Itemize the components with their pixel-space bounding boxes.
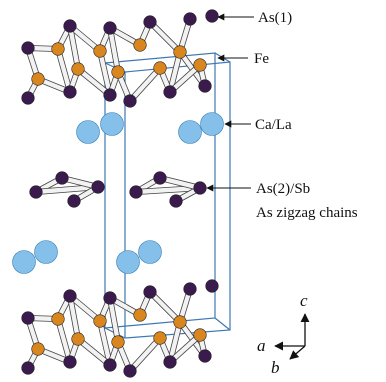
as-atom [103, 88, 117, 102]
ca-la-atoms [12, 112, 224, 274]
as-atom [205, 9, 219, 23]
label-cala-text: Ca/La [255, 117, 292, 133]
fe-atom [31, 72, 45, 86]
as-atom [63, 19, 77, 33]
a-axis-label: a [257, 336, 266, 355]
as-atom [183, 12, 197, 26]
fe-atom [51, 42, 65, 56]
b-axis-arrow [289, 345, 306, 360]
as-atom [163, 85, 177, 99]
as-atom [63, 355, 77, 369]
as2-atom [91, 180, 105, 194]
label-zigzag-text: As zigzag chains [256, 205, 358, 221]
as2-atom [193, 181, 207, 195]
fe-atom [153, 61, 167, 75]
ca-la-atom [116, 250, 140, 274]
fe-atom [193, 58, 207, 72]
fe-atom [153, 331, 167, 345]
fe-atom [133, 38, 147, 52]
as2-atom [67, 194, 81, 208]
as-atom [103, 358, 117, 372]
label-as1: As(1) [217, 10, 292, 26]
as-atom [21, 361, 35, 375]
ca-la-atom [12, 250, 36, 274]
label-as2sb-text: As(2)/Sb [256, 181, 310, 197]
fe-atom [193, 328, 207, 342]
as2-atom [153, 171, 167, 185]
b-axis-label: b [271, 358, 280, 377]
as2-atom [29, 185, 43, 199]
as-atom [143, 285, 157, 299]
label-cala: Ca/La [224, 117, 292, 133]
c-axis-label: c [300, 291, 308, 310]
fe-atom [111, 335, 125, 349]
as-atom [103, 21, 117, 35]
label-fe: Fe [217, 51, 269, 67]
ca-la-atom [100, 112, 124, 136]
as-atom [63, 289, 77, 303]
fe-atom [173, 45, 187, 59]
fe-atom [31, 342, 45, 356]
label-as1-text: As(1) [258, 10, 292, 26]
as-atom [198, 349, 212, 363]
bottom-feas-layer [21, 279, 219, 378]
fe-atom [111, 65, 125, 79]
as-atom [63, 85, 77, 99]
as-atom [21, 311, 35, 325]
as-atom [163, 355, 177, 369]
as-atom [198, 79, 212, 93]
as-atom [123, 94, 137, 108]
fe-atom [71, 62, 85, 76]
top-feas-layer [21, 9, 219, 108]
as-atom [123, 364, 137, 378]
as-atom [143, 15, 157, 29]
ca-la-atom [76, 120, 100, 144]
fe-atom [51, 312, 65, 326]
fe-atom [133, 308, 147, 322]
as-atom [21, 91, 35, 105]
fe-atom [93, 44, 107, 58]
fe-atom [173, 315, 187, 329]
label-fe-text: Fe [254, 51, 269, 67]
fe-atom [71, 332, 85, 346]
as-atom [21, 41, 35, 55]
ca-la-atom [178, 120, 202, 144]
as2-atom [129, 185, 143, 199]
as-atom [183, 282, 197, 296]
ca-la-atom [200, 112, 224, 136]
label-as2sb: As(2)/Sb As zigzag chains [206, 181, 358, 221]
fe-atom [93, 314, 107, 328]
ca-la-atom [138, 240, 162, 264]
as2-atom [169, 194, 183, 208]
as2-atom [55, 171, 69, 185]
as-atom [103, 291, 117, 305]
as-zigzag-chains [29, 171, 207, 208]
as-atom [205, 279, 219, 293]
axes-indicator: c a b [257, 291, 310, 377]
ca-la-atom [34, 240, 58, 264]
